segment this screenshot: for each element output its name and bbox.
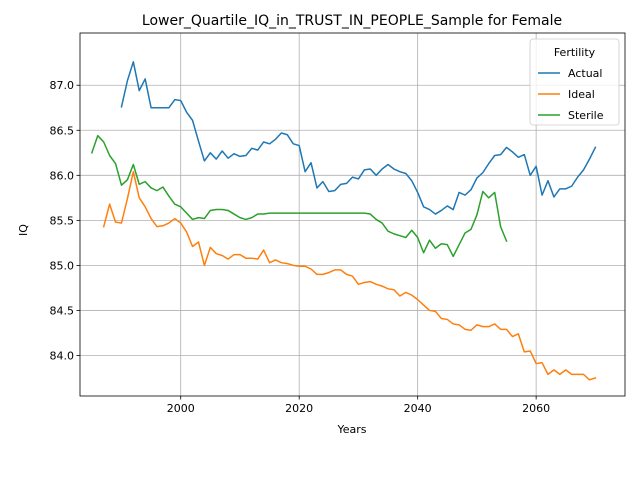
axis-ticks: 2000 2020 2040 2060 84.0 84.5 85.0 85.5 86.0 86.5… [50, 79, 551, 415]
y-tick-label: 86.5 [50, 124, 75, 137]
x-tick-label: 2040 [404, 402, 432, 415]
legend-frame [529, 38, 620, 126]
series-line-sterile [90, 134, 508, 258]
y-tick-label: 84.5 [50, 304, 75, 317]
x-tick-label: 2020 [285, 402, 313, 415]
legend: Fertility Actual Ideal Sterile [529, 38, 620, 126]
y-tick-label: 87.0 [50, 79, 75, 92]
y-tick-label: 85.0 [50, 259, 75, 272]
legend-label-sterile: Sterile [568, 109, 604, 122]
x-tick-label: 2060 [522, 402, 550, 415]
y-tick-label: 84.0 [50, 349, 75, 362]
series-line-actual [120, 61, 597, 215]
x-axis-label: Years [336, 423, 366, 436]
legend-label-actual: Actual [568, 67, 602, 80]
x-tick-label: 2000 [167, 402, 195, 415]
series-lines [90, 61, 597, 381]
y-tick-label: 86.0 [50, 169, 75, 182]
y-axis-label: IQ [17, 224, 30, 236]
legend-title: Fertility [554, 46, 596, 59]
legend-label-ideal: Ideal [568, 88, 595, 101]
plot-area-frame [79, 32, 626, 397]
chart-title: Lower_Quartile_IQ_in_TRUST_IN_PEOPLE_Sam… [142, 13, 562, 29]
y-tick-label: 85.5 [50, 214, 75, 227]
series-line-ideal [102, 170, 597, 381]
